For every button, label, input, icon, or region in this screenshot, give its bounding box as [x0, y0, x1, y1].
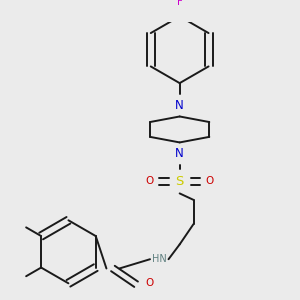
Text: N: N: [175, 99, 184, 112]
Text: N: N: [175, 147, 184, 160]
Text: HN: HN: [152, 254, 167, 264]
Text: O: O: [145, 278, 153, 288]
Text: O: O: [205, 176, 213, 186]
Text: O: O: [146, 176, 154, 186]
Text: F: F: [177, 0, 183, 7]
Text: S: S: [176, 175, 184, 188]
